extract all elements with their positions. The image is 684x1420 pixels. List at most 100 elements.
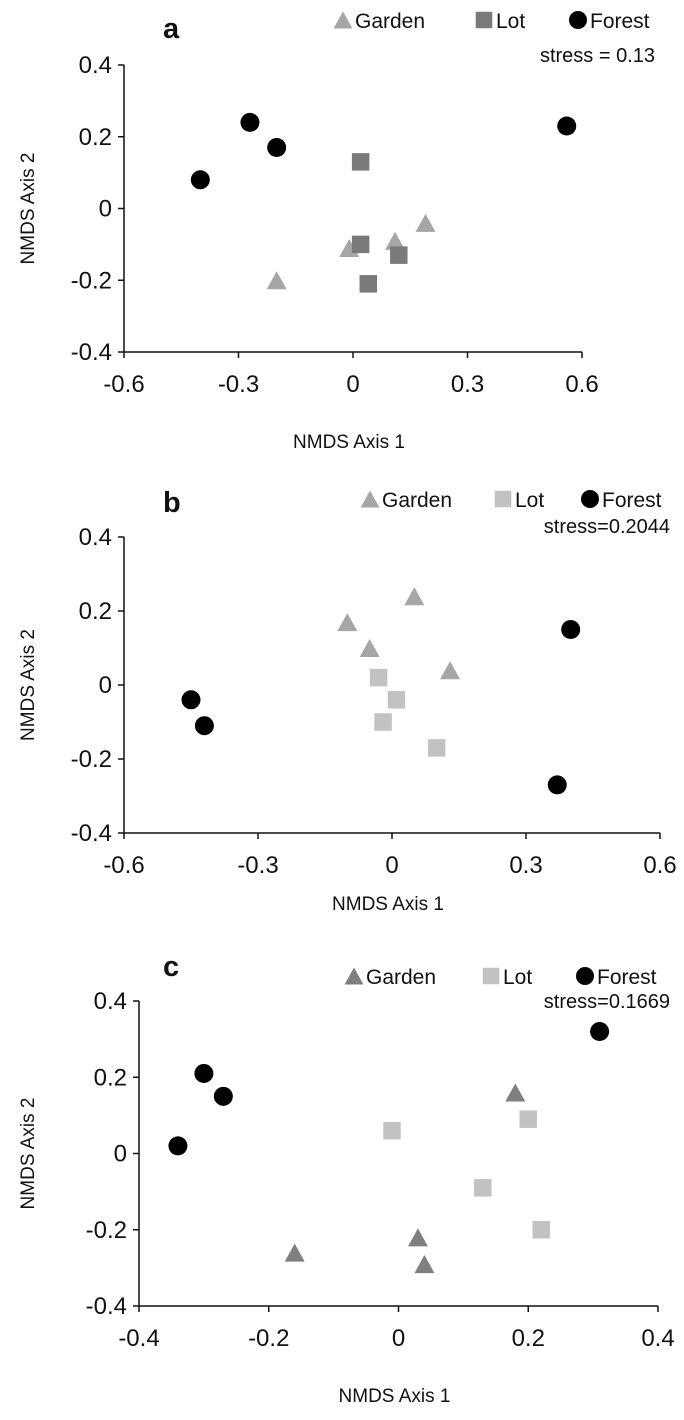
- y-tick-label: 0.4: [79, 52, 112, 79]
- legend-marker-garden: [344, 967, 364, 985]
- data-point-lot: [359, 275, 378, 293]
- data-point-forest: [547, 775, 567, 795]
- x-tick-label: 0: [346, 371, 359, 398]
- stress-annotation: stress=0.2044: [544, 516, 670, 538]
- y-tick-label: 0.2: [79, 124, 112, 151]
- x-tick-label: 0.3: [451, 371, 484, 398]
- data-point-forest: [194, 1063, 214, 1083]
- data-point-forest: [168, 1136, 188, 1156]
- legend-label-lot: Lot: [496, 10, 525, 33]
- legend: Garden Lot Forest: [360, 489, 662, 512]
- stress-annotation: stress = 0.13: [540, 45, 655, 67]
- panel-letter: c: [163, 951, 179, 983]
- legend-marker-garden: [333, 11, 353, 29]
- x-tick-label: -0.3: [218, 371, 259, 398]
- data-point-lot: [383, 1121, 401, 1140]
- stress-annotation: stress=0.1669: [544, 991, 670, 1013]
- data-point-forest: [194, 716, 214, 736]
- data-point-garden: [337, 613, 358, 632]
- legend: Garden Lot Forest: [333, 10, 650, 33]
- y-tick-label: 0.2: [79, 598, 112, 625]
- y-tick-label: 0.4: [94, 988, 127, 1015]
- legend-marker-lot: [475, 11, 493, 29]
- data-point-garden: [266, 271, 287, 290]
- legend-label-forest: Forest: [590, 10, 650, 33]
- legend-marker-garden: [360, 490, 380, 508]
- data-point-lot: [390, 246, 408, 264]
- y-tick-label: -0.2: [71, 267, 112, 294]
- y-tick-label: 0: [99, 196, 112, 223]
- y-tick-label: -0.4: [71, 339, 112, 366]
- data-point-forest: [190, 170, 210, 190]
- legend-label-lot: Lot: [503, 966, 532, 989]
- series-garden: [337, 587, 461, 680]
- y-tick-label: 0.2: [94, 1064, 127, 1091]
- data-point-forest: [181, 690, 201, 710]
- data-point-lot: [351, 153, 370, 171]
- x-axis-title: NMDS Axis 1: [332, 894, 444, 915]
- legend-marker-forest: [576, 967, 594, 985]
- y-tick-label: 0: [99, 672, 112, 699]
- data-point-garden: [440, 661, 461, 680]
- y-tick-label: -0.2: [86, 1217, 127, 1244]
- legend-marker-lot: [494, 490, 512, 508]
- legend-marker-forest: [581, 490, 599, 508]
- series-forest: [190, 112, 577, 190]
- x-tick-label: -0.6: [103, 371, 144, 398]
- data-point-lot: [532, 1221, 550, 1239]
- y-axis-title: NMDS Axis 2: [18, 1098, 39, 1210]
- y-axis-title: NMDS Axis 2: [18, 153, 39, 265]
- panel-c: -0.4 -0.2 0 0.2 0.4 -0.4 -0.2 0 0.2 0.4 NMDS Axis …: [18, 951, 675, 1407]
- x-tick-label: -0.3: [237, 852, 278, 879]
- data-point-garden: [505, 1083, 526, 1102]
- x-tick-label: 0.2: [512, 1325, 545, 1352]
- legend-marker-forest: [569, 11, 587, 29]
- legend-marker-lot: [482, 967, 500, 985]
- legend-label-forest: Forest: [602, 489, 662, 512]
- data-point-forest: [590, 1022, 610, 1041]
- data-point-forest: [557, 116, 577, 136]
- panel-b: -0.4 -0.2 0 0.2 0.4 -0.6 -0.3 0 0.3 0.6 NMDS Axis …: [18, 487, 677, 915]
- legend-label-forest: Forest: [597, 966, 657, 989]
- x-tick-label: 0.4: [641, 1325, 674, 1352]
- y-tick-label: -0.4: [71, 820, 112, 847]
- x-tick-label: 0: [385, 852, 398, 879]
- legend-label-garden: Garden: [355, 10, 425, 33]
- legend-label-garden: Garden: [366, 966, 436, 989]
- data-point-garden: [284, 1243, 305, 1262]
- series-lot: [383, 1110, 550, 1239]
- y-tick-label: -0.2: [71, 746, 112, 773]
- series-garden: [266, 213, 436, 290]
- data-point-forest: [267, 138, 287, 158]
- x-tick-label: 0.6: [643, 852, 676, 879]
- data-point-lot: [351, 235, 370, 254]
- x-axis-title: NMDS Axis 1: [339, 1386, 451, 1407]
- y-tick-label: 0.4: [79, 524, 112, 551]
- data-point-lot: [387, 691, 406, 709]
- series-garden: [284, 1083, 526, 1274]
- y-axis-title: NMDS Axis 2: [18, 629, 39, 741]
- panel-a: -0.4 -0.2 0 0.2 0.4 -0.6 -0.3 0 0.3 0.6 NMDS Axis …: [18, 10, 655, 453]
- legend-label-garden: Garden: [382, 489, 452, 512]
- data-point-lot: [427, 739, 446, 757]
- x-tick-label: -0.6: [103, 852, 144, 879]
- data-point-garden: [414, 1255, 435, 1274]
- data-point-forest: [213, 1086, 233, 1106]
- x-tick-label: 0: [392, 1325, 405, 1352]
- data-point-lot: [474, 1179, 492, 1197]
- x-tick-label: 0.6: [565, 371, 598, 398]
- data-point-lot: [369, 668, 388, 687]
- y-tick-label: 0: [114, 1141, 127, 1168]
- series-forest: [181, 620, 581, 795]
- series-forest: [168, 1022, 610, 1156]
- x-tick-label: 0.3: [509, 852, 542, 879]
- data-point-garden: [404, 587, 425, 606]
- data-point-forest: [561, 620, 581, 639]
- x-axis-title: NMDS Axis 1: [293, 432, 405, 453]
- data-point-garden: [385, 231, 405, 250]
- series-lot: [351, 153, 408, 293]
- data-point-garden: [359, 638, 380, 658]
- panel-letter: a: [163, 13, 180, 45]
- data-point-garden: [415, 213, 436, 232]
